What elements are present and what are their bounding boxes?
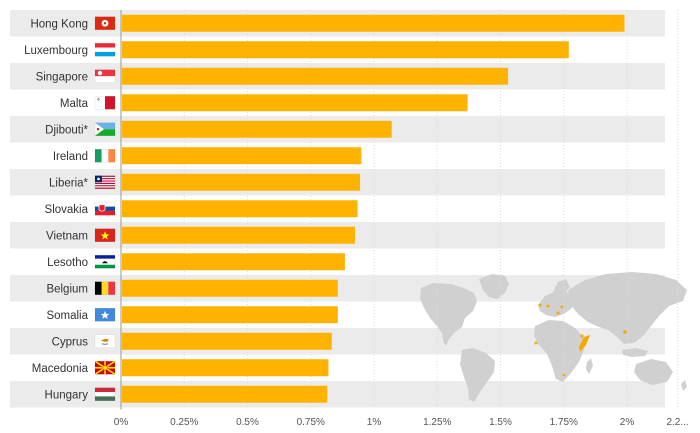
x-tick-label: 0.5%	[236, 417, 259, 428]
category-label: Ireland	[53, 151, 88, 163]
luxembourg-flag-icon	[94, 43, 116, 57]
x-tick-label: 1.25%	[423, 417, 451, 428]
bars	[122, 14, 625, 403]
category-label: Cyprus	[52, 336, 89, 348]
bar	[122, 253, 345, 271]
world-map-highlight-malta	[556, 311, 560, 315]
category-labels: Hong Kong Luxembourg Singapore Malta Djibout…	[24, 18, 89, 401]
world-map-highlight-ireland	[538, 303, 542, 307]
bar	[122, 200, 358, 218]
bar	[122, 306, 338, 324]
category-label: Vietnam	[46, 230, 88, 242]
bar	[122, 67, 509, 85]
x-tick-label: 1.5%	[489, 417, 512, 428]
category-label: Macedonia	[32, 363, 89, 375]
world-map-australia	[634, 359, 673, 385]
bar	[122, 359, 329, 377]
slovakia-flag-icon	[94, 202, 116, 216]
category-label: Somalia	[46, 310, 88, 322]
bar	[122, 94, 468, 112]
world-map-highlight-liberia	[534, 341, 538, 345]
x-tick-label: 1%	[367, 417, 382, 428]
x-tick-label: 0.25%	[170, 417, 198, 428]
category-label: Hong Kong	[30, 18, 88, 30]
category-label: Djibouti*	[45, 124, 88, 136]
x-tick-label: 0.75%	[297, 417, 325, 428]
world-map-madagascar	[586, 358, 593, 374]
x-tick-label: 0%	[114, 417, 129, 428]
world-map-greenland	[479, 274, 509, 299]
bar	[122, 279, 338, 297]
macedonia-flag-icon	[94, 360, 116, 375]
world-map-highlight-hungary	[560, 305, 564, 309]
x-tick-label: 2.2...	[666, 417, 688, 428]
bar	[122, 147, 362, 165]
bar	[122, 14, 625, 32]
world-map-new-zealand	[681, 380, 687, 391]
hungary-flag-icon	[94, 387, 116, 401]
world-map-scandinavia	[553, 279, 570, 294]
category-label: Luxembourg	[24, 45, 88, 57]
belgium-flag-icon	[94, 281, 116, 295]
category-label: Hungary	[45, 389, 89, 401]
bar	[122, 120, 392, 138]
world-map-highlight-belgium	[546, 304, 550, 308]
row-band	[10, 381, 665, 408]
world-map-highlight-somalia	[579, 335, 590, 352]
world-map-highlight-lesotho	[562, 373, 566, 377]
world-map-highlight-vietnam	[623, 330, 627, 334]
somalia-flag-icon	[94, 308, 116, 322]
ireland-flag-icon	[94, 149, 116, 163]
category-label: Lesotho	[47, 257, 88, 269]
category-label: Singapore	[36, 71, 88, 83]
category-label: Liberia*	[49, 177, 89, 189]
x-tick-label: 1.75%	[550, 417, 578, 428]
world-map-africa	[534, 320, 584, 382]
world-map-south-america	[460, 348, 495, 402]
bar	[122, 332, 332, 350]
world-map-highlight-djibouti	[580, 334, 584, 338]
lesotho-flag-icon	[94, 255, 116, 269]
category-label: Slovakia	[45, 204, 89, 216]
category-label: Malta	[60, 98, 89, 110]
vietnam-flag-icon	[94, 228, 116, 242]
bar	[122, 173, 361, 191]
flag-icons	[94, 16, 116, 401]
bar	[122, 41, 569, 59]
category-label: Belgium	[46, 283, 88, 295]
bar	[122, 226, 356, 244]
hong-kong-flag-icon	[94, 16, 116, 30]
cyprus-flag-icon	[94, 334, 116, 348]
malta-flag-icon	[94, 96, 116, 110]
djibouti-flag-icon	[94, 122, 116, 136]
world-map-north-america	[420, 283, 477, 346]
x-axis-tick-labels: 0% 0.25% 0.5% 0.75% 1% 1.25% 1.5% 1.75% 2% 2.2...	[114, 417, 689, 428]
x-tick-label: 2%	[620, 417, 635, 428]
singapore-flag-icon	[94, 69, 116, 83]
bar	[122, 385, 328, 403]
world-map-indonesia	[622, 348, 648, 357]
liberia-flag-icon	[94, 175, 116, 189]
